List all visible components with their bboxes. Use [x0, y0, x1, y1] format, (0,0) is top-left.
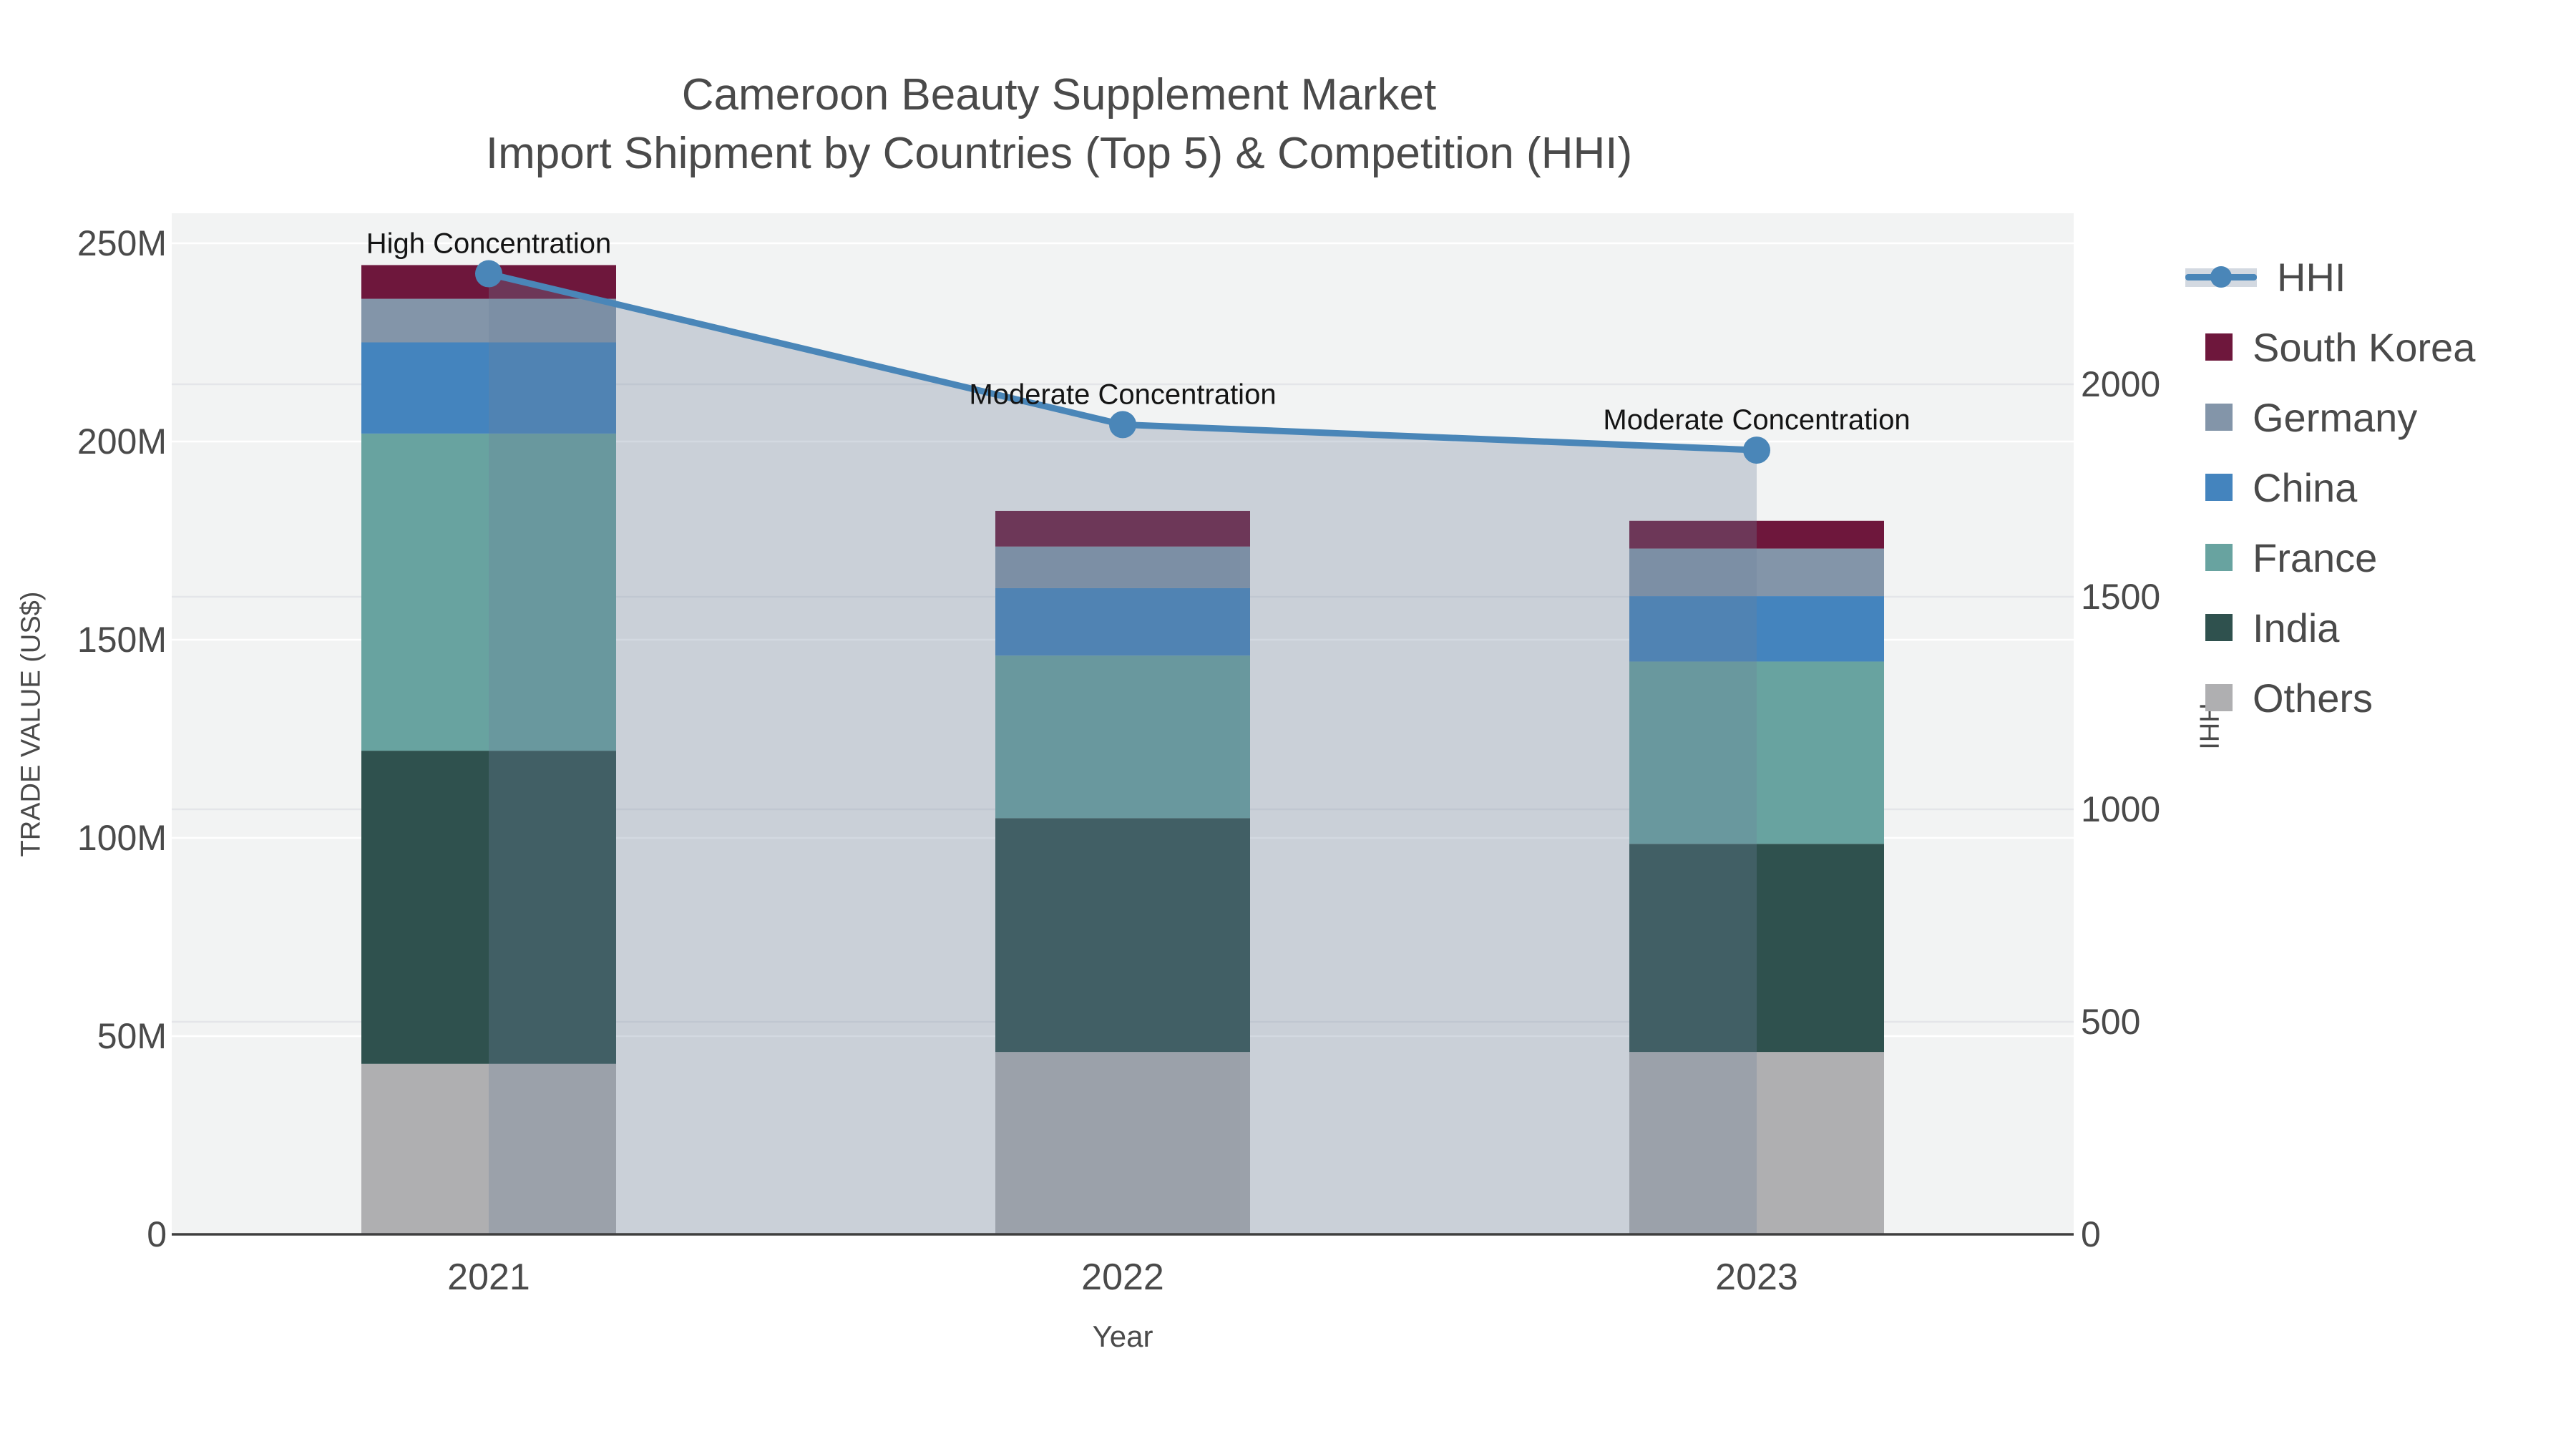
chart-title-line2: Import Shipment by Countries (Top 5) & C…	[485, 129, 1633, 178]
legend-item-label: China	[2253, 464, 2358, 510]
legend-item-south-korea[interactable]: South Korea	[2185, 312, 2475, 382]
bar-segment-south-korea-2022[interactable]	[995, 510, 1250, 547]
south-korea-swatch-icon	[2205, 333, 2233, 361]
legend-item-india[interactable]: India	[2185, 592, 2475, 663]
legend-item-label: India	[2253, 605, 2340, 650]
y-left-tick-label: 50M	[97, 1016, 167, 1056]
x-tick-label-2021: 2021	[447, 1257, 530, 1298]
others-swatch-icon	[2205, 684, 2233, 711]
legend-item-label: South Korea	[2253, 324, 2476, 370]
legend-item-hhi[interactable]: HHI	[2185, 242, 2475, 312]
legend-item-others[interactable]: Others	[2185, 663, 2475, 733]
bar-segment-france-2022[interactable]	[995, 655, 1250, 819]
x-tick-label-2023: 2023	[1715, 1257, 1798, 1298]
y-left-tick-label: 0	[147, 1214, 167, 1254]
bar-segment-germany-2021[interactable]	[361, 298, 616, 343]
hhi-marker-2021[interactable]	[475, 260, 502, 288]
y-left-tick-label: 250M	[77, 223, 167, 263]
bar-segment-germany-2023[interactable]	[1629, 548, 1884, 597]
legend-item-china[interactable]: China	[2185, 452, 2475, 522]
bar-segment-germany-2022[interactable]	[995, 546, 1250, 588]
y-left-tick-label: 200M	[77, 421, 167, 462]
bar-segment-china-2022[interactable]	[995, 587, 1250, 656]
y-right-tick-label: 2000	[2081, 364, 2160, 404]
france-swatch-icon	[2205, 544, 2233, 571]
hhi-marker-2022[interactable]	[1109, 411, 1136, 439]
annotation-2023: Moderate Concentration	[1603, 404, 1910, 436]
legend-item-label: HHI	[2277, 254, 2346, 300]
y-axis-left-title: TRADE VALUE (US$)	[16, 591, 47, 857]
hhi-area-fill	[489, 273, 1757, 1234]
bar-segment-others-2023[interactable]	[1629, 1052, 1884, 1234]
legend-item-label: France	[2253, 535, 2378, 580]
legend: HHI South Korea Germany China France Ind…	[2185, 242, 2475, 733]
chart-title-line1: Cameroon Beauty Supplement Market	[681, 70, 1437, 119]
bar-segment-france-2023[interactable]	[1629, 661, 1884, 844]
y-right-tick-label: 1500	[2081, 577, 2160, 617]
annotation-2021: High Concentration	[366, 228, 611, 260]
bar-segment-others-2022[interactable]	[995, 1052, 1250, 1234]
bar-segment-india-2022[interactable]	[995, 818, 1250, 1053]
y-left-tick-label: 100M	[77, 818, 167, 858]
germany-swatch-icon	[2205, 404, 2233, 431]
annotation-2022: Moderate Concentration	[969, 379, 1276, 410]
legend-item-germany[interactable]: Germany	[2185, 382, 2475, 452]
x-axis-title: Year	[1092, 1319, 1153, 1353]
y-right-tick-label: 0	[2081, 1214, 2101, 1254]
hhi-line-icon	[2185, 263, 2257, 291]
y-right-tick-label: 1000	[2081, 789, 2160, 829]
x-tick-label-2022: 2022	[1081, 1257, 1164, 1298]
bar-segment-france-2021[interactable]	[361, 433, 616, 751]
bar-segment-china-2023[interactable]	[1629, 596, 1884, 662]
bar-segment-south-korea-2023[interactable]	[1629, 520, 1884, 549]
bar-segment-india-2021[interactable]	[361, 751, 616, 1064]
legend-item-france[interactable]: France	[2185, 522, 2475, 592]
bar-segment-china-2021[interactable]	[361, 342, 616, 434]
india-swatch-icon	[2205, 614, 2233, 641]
legend-item-label: Germany	[2253, 394, 2418, 440]
y-right-tick-label: 500	[2081, 1002, 2140, 1042]
bar-segment-india-2023[interactable]	[1629, 844, 1884, 1053]
bar-segment-others-2021[interactable]	[361, 1063, 616, 1234]
legend-item-label: Others	[2253, 675, 2373, 721]
hhi-marker-2023[interactable]	[1743, 436, 1770, 464]
y-left-tick-label: 150M	[77, 620, 167, 660]
china-swatch-icon	[2205, 474, 2233, 501]
